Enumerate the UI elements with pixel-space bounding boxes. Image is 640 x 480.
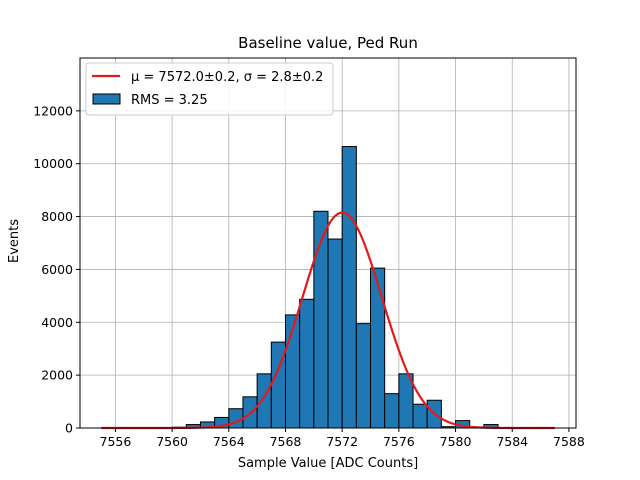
y-tick-label-6: 12000 <box>33 103 73 118</box>
x-tick-label-7: 7584 <box>496 434 528 449</box>
plot-frame <box>79 57 577 429</box>
y-tick-label-1: 2000 <box>41 368 73 383</box>
chart-title: Baseline value, Ped Run <box>238 34 418 52</box>
y-axis-ticks: 0 2000 4000 6000 8000 10000 12000 <box>33 103 80 436</box>
y-tick-label-3: 6000 <box>41 262 73 277</box>
x-tick-label-2: 7564 <box>213 434 245 449</box>
y-tick-label-2: 4000 <box>41 315 73 330</box>
x-axis-label: Sample Value [ADC Counts] <box>238 456 418 471</box>
histogram-bar-9 <box>299 298 315 429</box>
histogram-bar-11 <box>327 238 343 429</box>
x-tick-label-5: 7576 <box>383 434 415 449</box>
histogram-bar-13 <box>355 323 372 429</box>
histogram-bar-12 <box>341 146 357 429</box>
y-tick-label-5: 10000 <box>33 156 73 171</box>
legend-box <box>85 62 334 116</box>
x-tick-label-6: 7580 <box>440 434 472 449</box>
histogram-bar-14 <box>370 267 386 429</box>
y-axis-label: Events <box>7 219 22 263</box>
x-tick-label-3: 7568 <box>270 434 302 449</box>
legend-fit-label: μ = 7572.0±0.2, σ = 2.8±0.2 <box>131 70 323 85</box>
x-tick-label-8: 7588 <box>553 434 585 449</box>
legend: μ = 7572.0±0.2, σ = 2.8±0.2 RMS = 3.25 <box>85 62 334 116</box>
x-tick-label-0: 7556 <box>100 434 132 449</box>
histogram-bar-17 <box>412 403 428 429</box>
histogram-bar-4 <box>228 408 244 429</box>
x-tick-label-1: 7560 <box>156 434 188 449</box>
x-tick-label-4: 7572 <box>326 434 358 449</box>
histogram-bars <box>171 146 513 429</box>
x-axis-ticks: 7556 7560 7564 7568 7572 7576 7580 7584 7588 <box>100 428 585 449</box>
y-tick-label-4: 8000 <box>41 209 73 224</box>
histogram-bar-15 <box>384 393 400 429</box>
legend-rms-label: RMS = 3.25 <box>131 93 208 108</box>
histogram-bar-6 <box>256 373 272 429</box>
y-tick-label-0: 0 <box>65 421 73 436</box>
legend-rms-swatch <box>92 93 121 105</box>
